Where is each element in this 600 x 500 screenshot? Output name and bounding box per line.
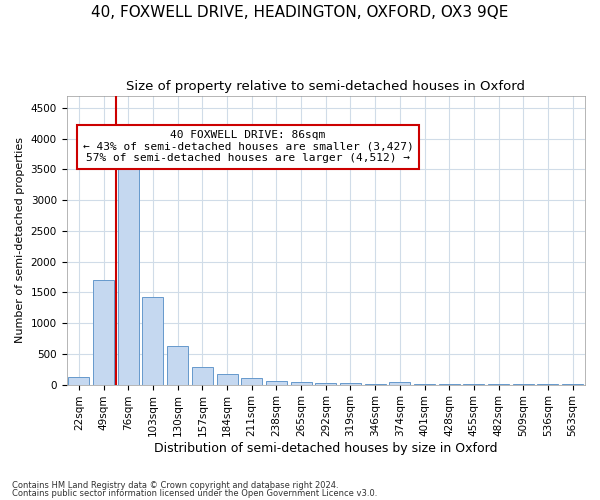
Bar [241, 378, 262, 384]
Text: 40 FOXWELL DRIVE: 86sqm
← 43% of semi-detached houses are smaller (3,427)
57% of: 40 FOXWELL DRIVE: 86sqm ← 43% of semi-de… [83, 130, 413, 164]
Bar [217, 374, 238, 384]
Text: Contains HM Land Registry data © Crown copyright and database right 2024.: Contains HM Land Registry data © Crown c… [12, 481, 338, 490]
Bar [142, 296, 163, 384]
Title: Size of property relative to semi-detached houses in Oxford: Size of property relative to semi-detach… [126, 80, 525, 93]
Bar [266, 381, 287, 384]
Bar [118, 170, 139, 384]
Bar [167, 346, 188, 385]
Text: Contains public sector information licensed under the Open Government Licence v3: Contains public sector information licen… [12, 488, 377, 498]
Bar [290, 382, 311, 384]
Bar [93, 280, 114, 384]
Bar [68, 376, 89, 384]
Bar [389, 382, 410, 384]
Text: 40, FOXWELL DRIVE, HEADINGTON, OXFORD, OX3 9QE: 40, FOXWELL DRIVE, HEADINGTON, OXFORD, O… [91, 5, 509, 20]
X-axis label: Distribution of semi-detached houses by size in Oxford: Distribution of semi-detached houses by … [154, 442, 497, 455]
Bar [315, 383, 336, 384]
Bar [192, 368, 213, 384]
Y-axis label: Number of semi-detached properties: Number of semi-detached properties [15, 137, 25, 343]
